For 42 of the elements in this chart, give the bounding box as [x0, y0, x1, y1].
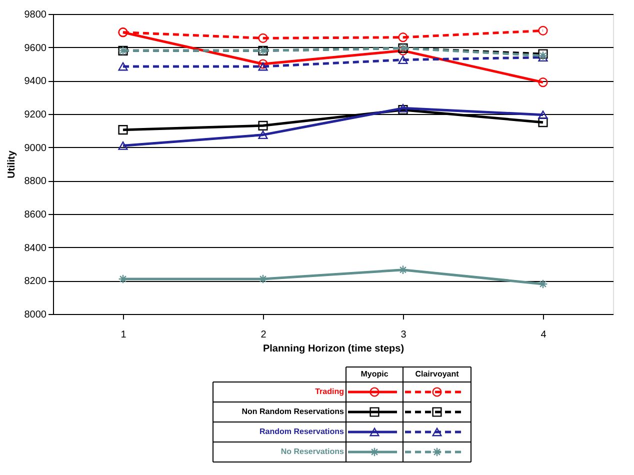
point — [398, 104, 408, 112]
text: Myopic — [360, 370, 389, 378]
y-tick-label: 9800 — [24, 10, 47, 20]
point — [258, 274, 268, 284]
y-tick-label: 9000 — [24, 142, 47, 154]
point — [398, 265, 408, 275]
point — [538, 110, 548, 120]
point — [258, 130, 268, 140]
point — [258, 33, 268, 43]
y-tick-label: 9600 — [24, 42, 47, 54]
text: No Reservations — [280, 447, 345, 456]
point — [398, 105, 408, 115]
point — [538, 26, 548, 36]
x-tick-label: 1 — [120, 330, 127, 340]
point — [118, 274, 128, 284]
y-tick-label: 8800 — [24, 176, 47, 188]
text: Clairvoyant — [415, 370, 460, 378]
y-tick-label: 8000 — [24, 310, 47, 320]
y-tick-label: 9400 — [24, 76, 47, 88]
point — [538, 78, 548, 88]
x-tick-label: 2 — [260, 330, 267, 340]
y-tick-label: 8600 — [24, 210, 47, 220]
text: Random Reservations — [260, 427, 345, 436]
text: Non Random Reservations — [242, 407, 345, 416]
point — [538, 279, 548, 289]
text: Trading — [315, 387, 344, 396]
y-tick-label: 8200 — [24, 276, 47, 288]
point — [118, 62, 128, 71]
y-tick-label: 8400 — [24, 242, 47, 254]
point — [398, 32, 408, 42]
point — [118, 125, 128, 135]
x-tick-label: 4 — [540, 330, 547, 340]
point — [258, 62, 268, 71]
x-tick-label: 3 — [400, 330, 407, 340]
point — [398, 56, 408, 64]
point — [258, 59, 268, 69]
y-tick-label: 9200 — [24, 110, 47, 120]
x-axis-title: Planning Horizon (time steps) — [262, 344, 404, 354]
point — [538, 118, 548, 128]
point — [258, 120, 268, 130]
y-axis-title: Utility — [6, 150, 18, 178]
point — [118, 141, 128, 150]
